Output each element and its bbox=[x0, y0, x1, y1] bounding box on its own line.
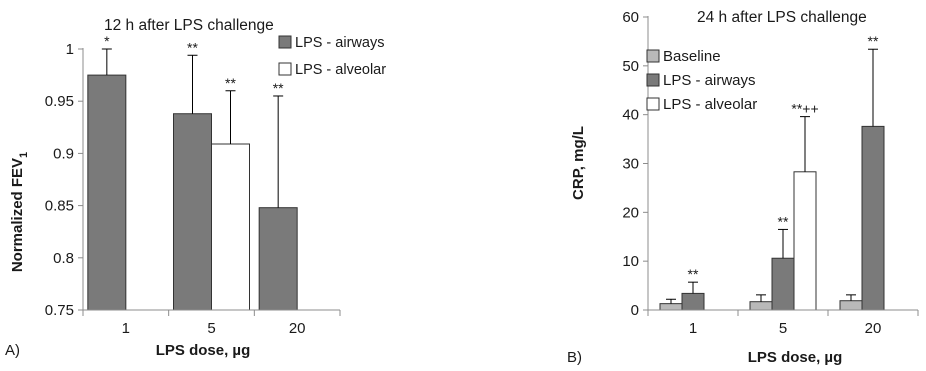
significance-label: ** bbox=[273, 80, 284, 96]
bar bbox=[211, 143, 250, 311]
y-tick-label: 0.95 bbox=[45, 93, 74, 110]
y-tick-label: 0.85 bbox=[45, 198, 74, 215]
bar bbox=[87, 74, 127, 311]
legend-swatch bbox=[278, 35, 292, 49]
y-tick-label: 10 bbox=[622, 253, 639, 270]
legend-label: Baseline bbox=[663, 48, 721, 65]
chart-b-x-ticks: 1 5 20 bbox=[647, 310, 919, 337]
chart-b-x-label: LPS dose, µg bbox=[748, 349, 843, 366]
chart-b-title: 24 h after LPS challenge bbox=[697, 9, 867, 26]
y-tick-label: 1 bbox=[66, 41, 74, 58]
x-tick-label: 1 bbox=[689, 320, 697, 337]
significance-label: ** bbox=[225, 75, 236, 91]
significance-label: ** bbox=[187, 39, 198, 55]
bar bbox=[659, 303, 683, 311]
chart-a-panel-label: A) bbox=[5, 342, 20, 359]
chart-b-bars: ** ** ** **++ bbox=[659, 33, 885, 311]
y-tick-label: 20 bbox=[622, 204, 639, 221]
y-tick-label: 40 bbox=[622, 107, 639, 124]
y-tick-label: 0.8 bbox=[53, 250, 74, 267]
bar bbox=[861, 125, 885, 311]
y-tick-label: 0.9 bbox=[53, 145, 74, 162]
significance-label: ** bbox=[868, 33, 879, 49]
legend-label: LPS - airways bbox=[663, 72, 756, 89]
significance-label: ** bbox=[688, 266, 699, 282]
bar bbox=[173, 113, 212, 311]
chart-b-y-label: CRP, mg/L bbox=[570, 126, 587, 200]
bar bbox=[771, 257, 795, 311]
significance-label: * bbox=[104, 33, 110, 49]
legend-label: LPS - airways bbox=[295, 35, 384, 51]
y-tick-label: 0 bbox=[631, 302, 639, 319]
chart-a: 12 h after LPS challenge Normalized FEV1… bbox=[5, 17, 386, 359]
x-tick-label: 20 bbox=[289, 320, 306, 337]
chart-b-y-ticks: 0 10 20 30 40 50 60 bbox=[622, 9, 648, 319]
legend-swatch bbox=[646, 97, 660, 111]
bar bbox=[749, 301, 773, 311]
chart-a-x-ticks: 1 5 20 bbox=[82, 310, 341, 337]
chart-a-y-label: Normalized FEV1 bbox=[9, 152, 30, 272]
legend-swatch bbox=[278, 62, 292, 76]
chart-a-bars: * ****** bbox=[87, 33, 298, 311]
legend-label: LPS - alveolar bbox=[295, 62, 386, 78]
y-tick-label: 50 bbox=[622, 58, 639, 75]
chart-b: 24 h after LPS challenge CRP, mg/L LPS d… bbox=[567, 9, 919, 366]
legend-swatch bbox=[646, 73, 660, 87]
bar bbox=[839, 300, 863, 311]
y-tick-label: 0.75 bbox=[45, 302, 74, 319]
x-tick-label: 5 bbox=[207, 320, 215, 337]
bar bbox=[681, 292, 705, 311]
x-tick-label: 1 bbox=[122, 320, 130, 337]
y-tick-label: 60 bbox=[622, 9, 639, 26]
x-tick-label: 5 bbox=[779, 320, 787, 337]
chart-a-title: 12 h after LPS challenge bbox=[104, 17, 274, 34]
chart-a-y-ticks: 0.75 0.8 0.85 0.9 0.95 1 bbox=[45, 41, 83, 319]
chart-a-legend: LPS - airways LPS - alveolar bbox=[278, 35, 386, 78]
significance-label: ** bbox=[778, 213, 789, 229]
chart-b-panel-label: B) bbox=[567, 349, 582, 366]
chart-a-x-label: LPS dose, µg bbox=[156, 342, 251, 359]
x-tick-label: 20 bbox=[865, 320, 882, 337]
chart-b-legend: Baseline LPS - airways LPS - alveolar bbox=[646, 48, 757, 113]
legend-swatch bbox=[646, 49, 660, 63]
bar bbox=[793, 171, 817, 311]
significance-label: **++ bbox=[791, 101, 818, 117]
chart-a-axes bbox=[82, 48, 340, 311]
legend-label: LPS - alveolar bbox=[663, 96, 757, 113]
y-tick-label: 30 bbox=[622, 156, 639, 173]
chart-b-axes bbox=[647, 16, 918, 311]
bar bbox=[258, 207, 298, 311]
